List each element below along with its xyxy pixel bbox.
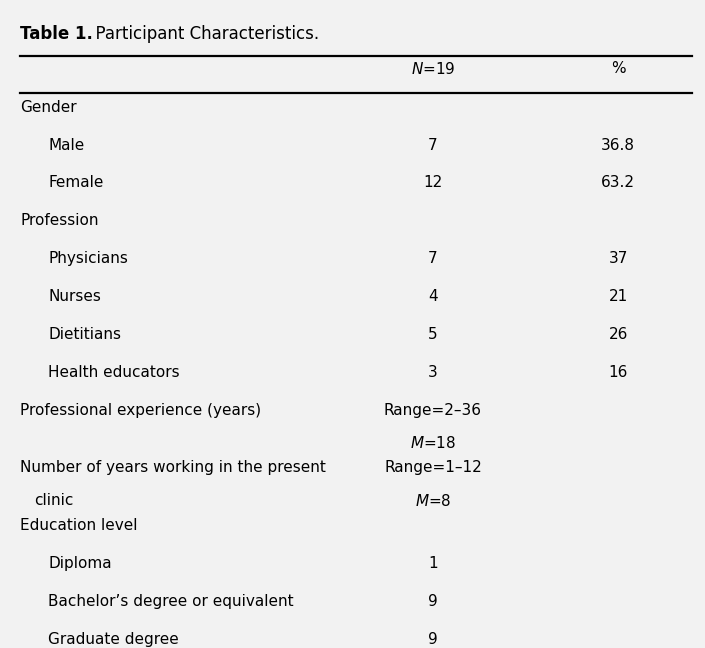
Text: Health educators: Health educators	[48, 365, 180, 380]
Text: Range=2–36: Range=2–36	[384, 402, 482, 418]
Text: Bachelor’s degree or equivalent: Bachelor’s degree or equivalent	[48, 594, 294, 609]
Text: 36.8: 36.8	[601, 137, 635, 152]
Text: Participant Characteristics.: Participant Characteristics.	[85, 25, 319, 43]
Text: 1: 1	[428, 556, 438, 571]
Text: 9: 9	[428, 594, 438, 609]
Text: Dietitians: Dietitians	[48, 327, 121, 342]
Text: clinic: clinic	[35, 492, 73, 507]
Text: Profession: Profession	[20, 213, 99, 228]
Text: Male: Male	[48, 137, 85, 152]
Text: Graduate degree: Graduate degree	[48, 632, 179, 647]
Text: Diploma: Diploma	[48, 556, 112, 571]
Text: Range=1–12: Range=1–12	[384, 461, 482, 476]
Text: Nurses: Nurses	[48, 289, 101, 304]
Text: 12: 12	[423, 176, 443, 191]
Text: Number of years working in the present: Number of years working in the present	[20, 461, 326, 476]
Text: $M$=8: $M$=8	[415, 492, 451, 509]
Text: 3: 3	[428, 365, 438, 380]
Text: $N$=19: $N$=19	[411, 60, 455, 76]
Text: 63.2: 63.2	[601, 176, 635, 191]
Text: %: %	[611, 60, 625, 76]
Text: Professional experience (years): Professional experience (years)	[20, 402, 262, 418]
Text: 26: 26	[608, 327, 628, 342]
Text: Female: Female	[48, 176, 104, 191]
Text: 4: 4	[428, 289, 438, 304]
Text: 9: 9	[428, 632, 438, 647]
Text: Table 1.: Table 1.	[20, 25, 93, 43]
Text: $M$=18: $M$=18	[410, 435, 456, 451]
Text: 16: 16	[608, 365, 628, 380]
Text: Physicians: Physicians	[48, 251, 128, 266]
Text: 21: 21	[608, 289, 628, 304]
Text: 7: 7	[428, 251, 438, 266]
Text: 37: 37	[608, 251, 628, 266]
Text: 5: 5	[428, 327, 438, 342]
Text: 7: 7	[428, 137, 438, 152]
Text: Education level: Education level	[20, 518, 137, 533]
Text: Gender: Gender	[20, 100, 77, 115]
